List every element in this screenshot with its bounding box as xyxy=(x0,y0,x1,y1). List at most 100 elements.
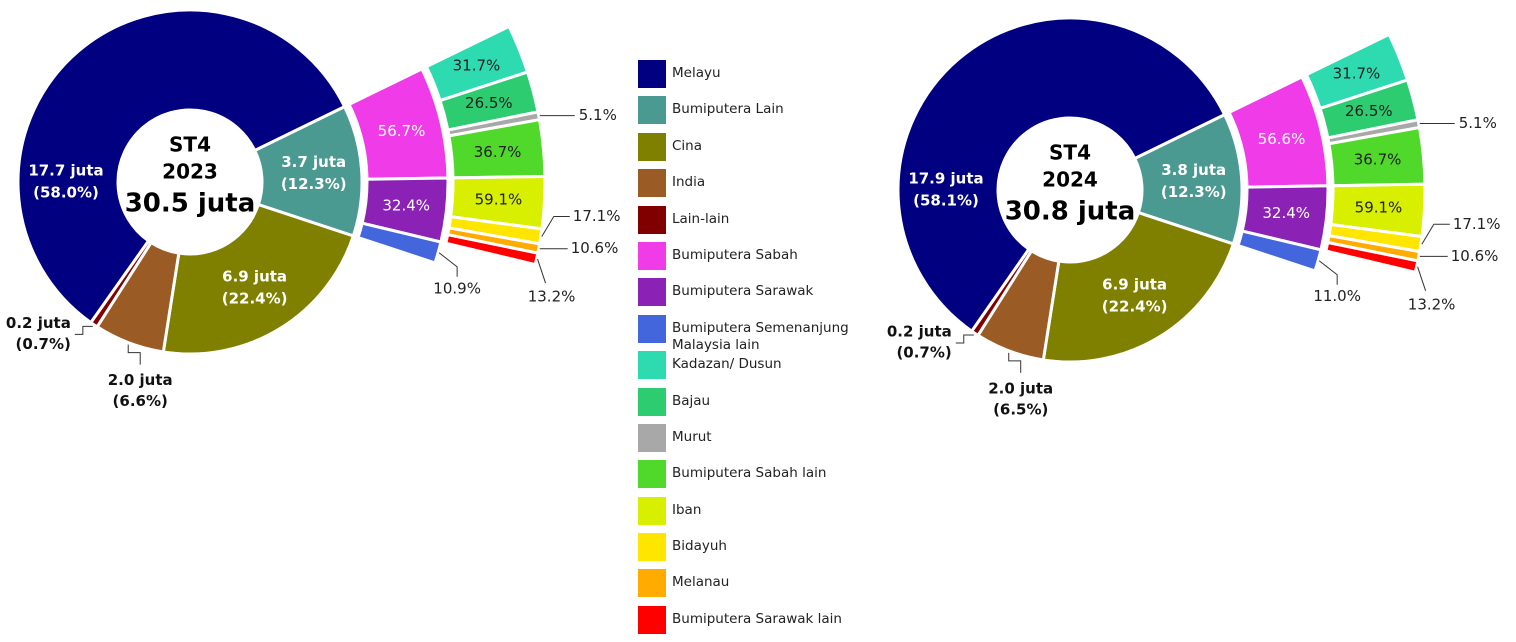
legend-label: Bidayuh xyxy=(672,538,727,555)
center-label: ST4 xyxy=(169,133,211,157)
legend-label: Bumiputera Lain xyxy=(672,101,784,118)
legend-swatch xyxy=(638,205,666,234)
legend-label: Bumiputera Sabah xyxy=(672,246,798,263)
legend-item: Bumiputera Semenanjung Malaysia lain xyxy=(638,314,888,353)
slice-label: 59.1% xyxy=(475,191,523,209)
inner-slice xyxy=(1041,210,1236,364)
slice-label: 2.0 juta xyxy=(108,371,173,389)
legend-item: Bumiputera Sabah xyxy=(638,241,888,278)
legend-item: Bajau xyxy=(638,387,888,424)
ring2-slice xyxy=(1236,229,1323,273)
slice-label: 17.1% xyxy=(1453,215,1501,233)
slice-label: 10.6% xyxy=(571,239,619,257)
slice-label: 31.7% xyxy=(1333,65,1381,83)
slice-label: 3.8 juta xyxy=(1161,161,1226,179)
legend-item: Lain-lain xyxy=(638,205,888,242)
legend-swatch xyxy=(638,241,666,270)
slice-label: 6.9 juta xyxy=(222,267,287,285)
slice-label: 2.0 juta xyxy=(988,379,1053,397)
leader-line xyxy=(1008,352,1022,373)
leader-line xyxy=(537,258,547,284)
inner-slice xyxy=(16,8,347,325)
legend-swatch xyxy=(638,496,666,525)
center-label: ST4 xyxy=(1049,141,1091,165)
legend-swatch xyxy=(638,96,666,125)
slice-label: 56.6% xyxy=(1258,130,1306,148)
slice-label: 6.9 juta xyxy=(1102,275,1167,293)
slice-label: 26.5% xyxy=(465,94,513,112)
slice-label: 10.6% xyxy=(1451,247,1499,265)
slice-label: 0.2 juta xyxy=(887,322,952,340)
legend-swatch xyxy=(638,569,666,598)
center-year: 2024 xyxy=(1042,168,1098,192)
legend-swatch xyxy=(638,60,666,88)
slice-label: (12.3%) xyxy=(1161,183,1227,201)
legend-label: Cina xyxy=(672,137,703,154)
slice-label: 13.2% xyxy=(528,288,576,306)
legend-label: Melayu xyxy=(672,65,721,81)
center-total: 30.5 juta xyxy=(125,189,256,219)
legend-item: Cina xyxy=(638,132,888,169)
legend-swatch xyxy=(638,605,666,634)
legend-label: Iban xyxy=(672,501,702,518)
center-hole xyxy=(999,119,1141,261)
legend-item: India xyxy=(638,169,888,205)
inner-slice xyxy=(161,202,356,356)
legend-swatch xyxy=(638,314,666,343)
center-year: 2023 xyxy=(162,160,218,184)
slice-label: 5.1% xyxy=(579,106,617,124)
legend-swatch xyxy=(638,387,666,416)
slice-label: 17.7 juta xyxy=(28,162,103,180)
leader-line xyxy=(955,334,974,344)
slice-label: 11.0% xyxy=(1313,287,1361,305)
legend-swatch xyxy=(638,132,666,161)
slice-label: (6.5%) xyxy=(993,400,1048,418)
slice-label: 13.2% xyxy=(1408,295,1456,313)
legend-label: Bumiputera Sarawak xyxy=(672,283,814,300)
leader-line xyxy=(74,325,93,335)
legend-item: Bumiputera Sarawak xyxy=(638,278,888,314)
legend-item: Iban xyxy=(638,496,888,533)
ring2-slice xyxy=(356,221,443,265)
legend-item: Melayu xyxy=(638,60,888,96)
legend-item: Murut xyxy=(638,423,888,460)
slice-label: (6.6%) xyxy=(113,392,168,410)
slice-label: (58.0%) xyxy=(33,184,99,202)
legend-label: Murut xyxy=(672,428,712,445)
legend-label: Bumiputera Sarawak lain xyxy=(672,610,842,627)
slice-label: 17.9 juta xyxy=(908,170,983,188)
slice-label: 59.1% xyxy=(1355,198,1403,216)
slice-label: 17.1% xyxy=(573,207,621,225)
slice-label: 32.4% xyxy=(1262,204,1310,222)
legend: Melayu Bumiputera Lain Cina India Lain-lain B… xyxy=(638,60,888,642)
legend-label: Bajau xyxy=(672,392,711,409)
legend-item: Kadazan/ Dusun xyxy=(638,351,888,387)
slice-label: (58.1%) xyxy=(913,192,979,210)
slice-label: (22.4%) xyxy=(222,289,288,307)
legend-item: Melanau xyxy=(638,569,888,605)
legend-item: Bumiputera Lain xyxy=(638,96,888,132)
inner-slice xyxy=(896,16,1227,334)
slice-label: 0.2 juta xyxy=(6,314,71,332)
legend-label: Kadazan/ Dusun xyxy=(672,356,782,373)
center-total: 30.8 juta xyxy=(1005,197,1136,227)
legend-item: Bumiputera Sabah lain xyxy=(638,460,888,496)
slice-label: 32.4% xyxy=(382,196,430,214)
leader-line xyxy=(541,216,570,237)
legend-label: India xyxy=(672,174,706,191)
legend-swatch xyxy=(638,460,666,489)
slice-label: 26.5% xyxy=(1345,102,1393,120)
leader-line xyxy=(1318,260,1338,285)
slice-label: 56.7% xyxy=(378,122,426,140)
leader-line xyxy=(1421,223,1450,245)
legend-label: Lain-lain xyxy=(672,210,730,227)
legend-swatch xyxy=(638,169,666,198)
slice-label: 36.7% xyxy=(1354,151,1402,169)
ring3-slice xyxy=(443,232,540,267)
legend-swatch xyxy=(638,278,666,307)
legend-item: Bidayuh xyxy=(638,533,888,569)
slice-label: (12.3%) xyxy=(281,175,347,193)
ring3-slice xyxy=(1324,240,1420,275)
